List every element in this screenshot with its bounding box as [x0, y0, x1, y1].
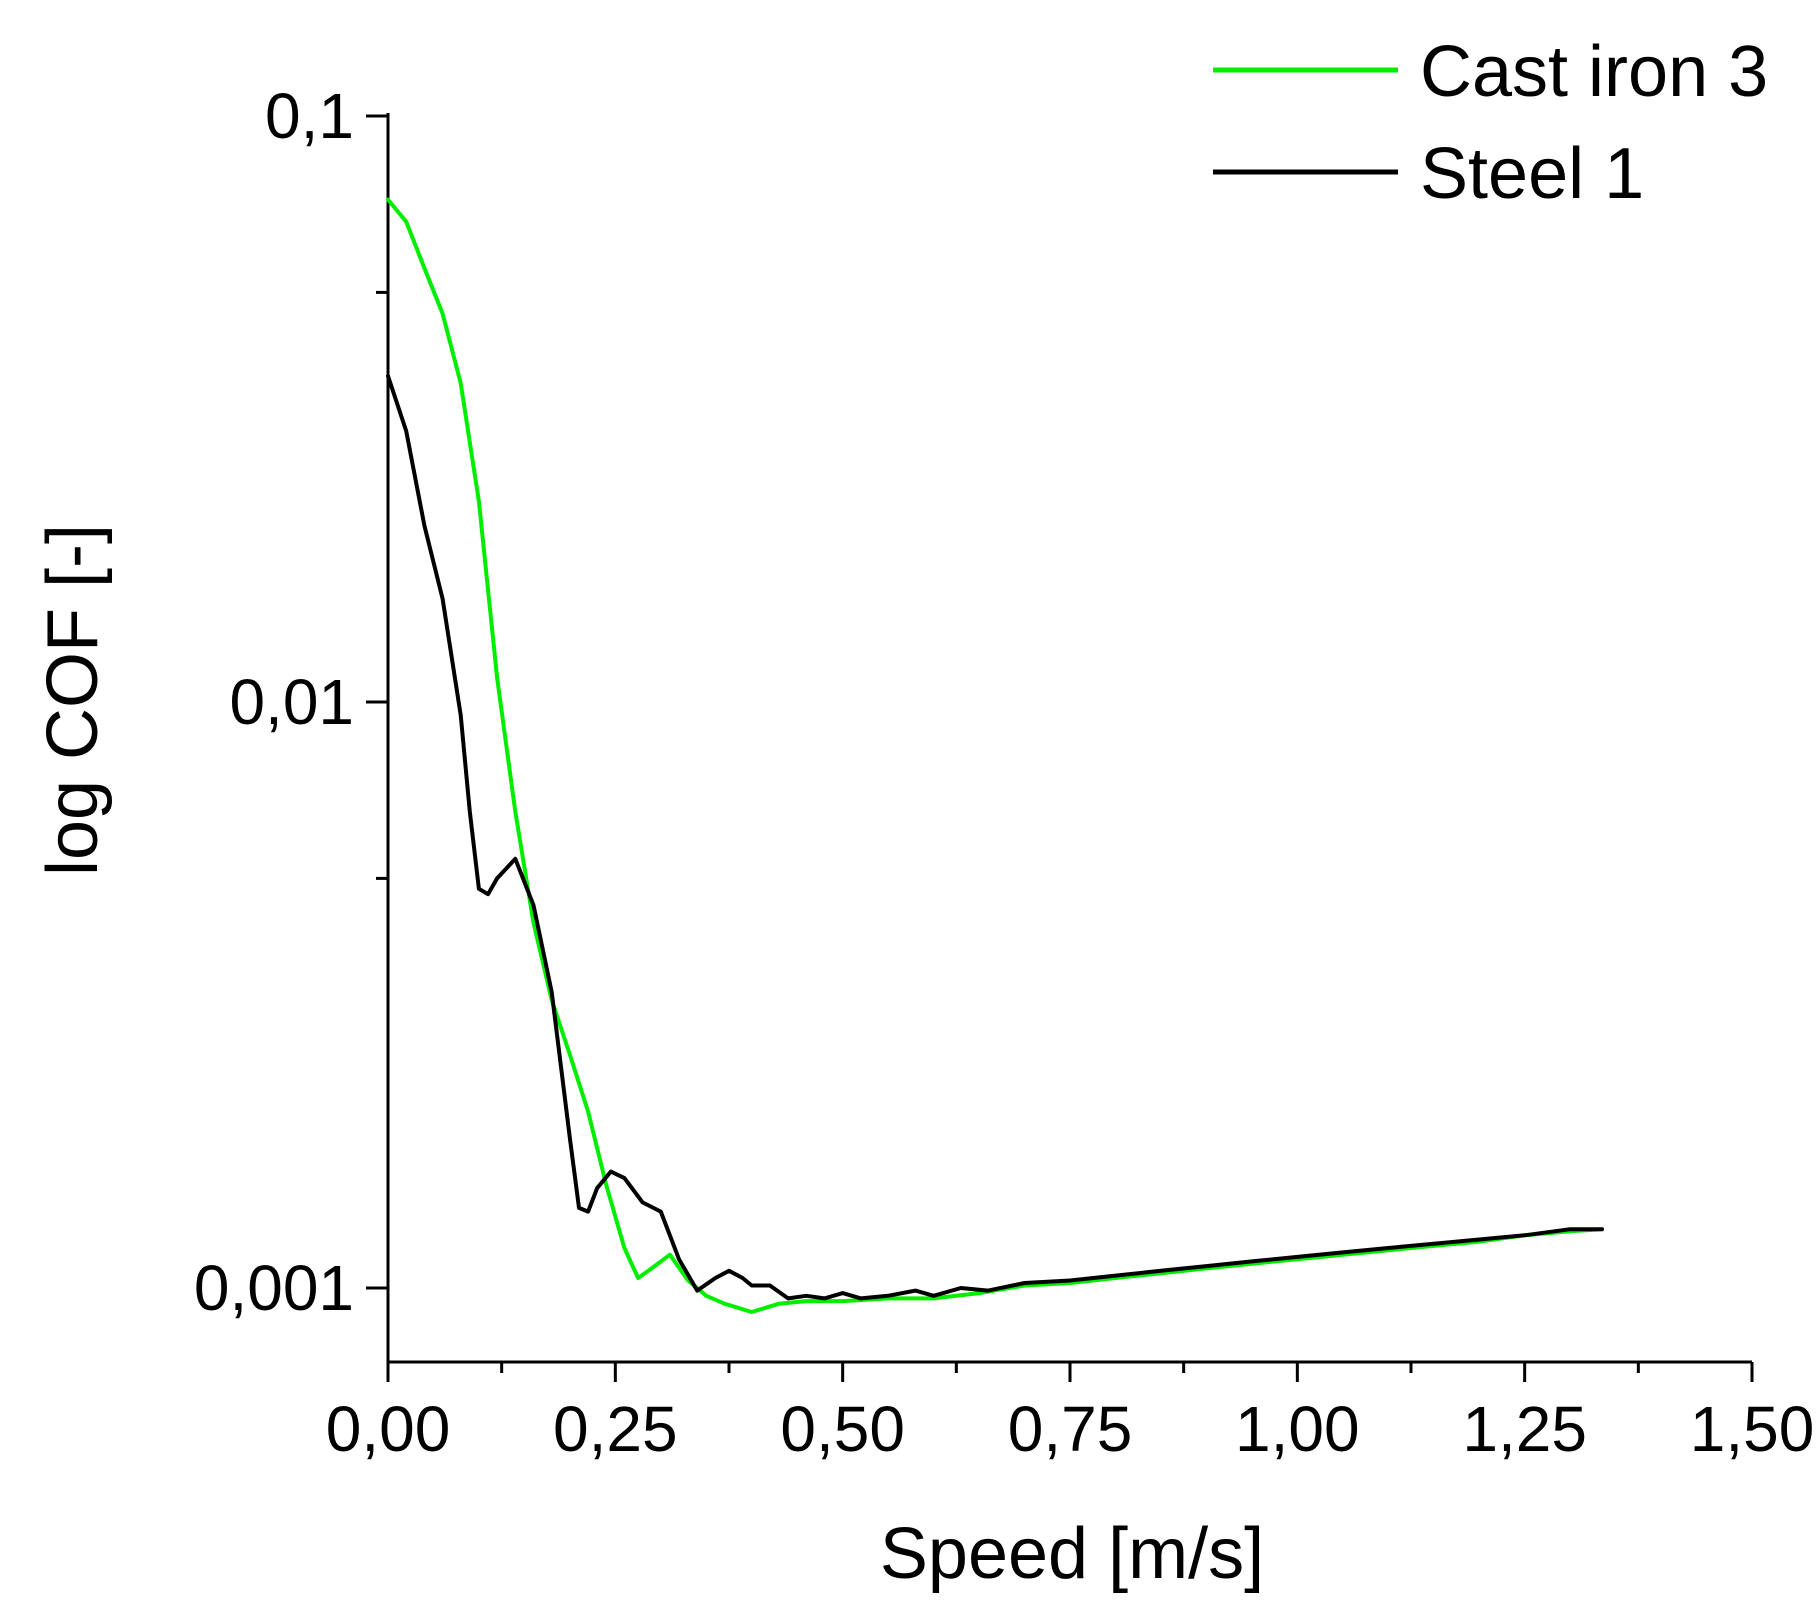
axes: [386, 113, 1752, 1364]
x-tick-label: 1,50: [1690, 1393, 1815, 1465]
series-line-cast-iron-3: [386, 197, 1604, 1314]
x-tick-label: 0,50: [780, 1393, 905, 1465]
y-tick-label: 0,001: [194, 1252, 354, 1324]
y-axis-title: log COF [-]: [33, 524, 113, 876]
x-tick-label: 0,25: [553, 1393, 678, 1465]
x-tick-label: 1,00: [1235, 1393, 1360, 1465]
legend: Cast iron 3 Steel 1: [1213, 32, 1768, 214]
series-line-steel-1: [386, 374, 1604, 1301]
legend-label-cast-iron-3: Cast iron 3: [1420, 32, 1768, 112]
x-tick-label: 0,00: [326, 1393, 451, 1465]
y-tick-label: 0,1: [265, 80, 354, 152]
x-axis-title: Speed [m/s]: [880, 1514, 1264, 1594]
y-tick-label: 0,01: [229, 666, 354, 738]
x-tick-label: 1,25: [1462, 1393, 1587, 1465]
legend-label-steel-1: Steel 1: [1420, 134, 1644, 214]
ticks: 0,00 0,25 0,50 0,75 1,00 1,25 1,50 0,001 0,01 0,1: [194, 80, 1814, 1465]
x-tick-label: 0,75: [1008, 1393, 1133, 1465]
series-lines: [386, 197, 1604, 1314]
